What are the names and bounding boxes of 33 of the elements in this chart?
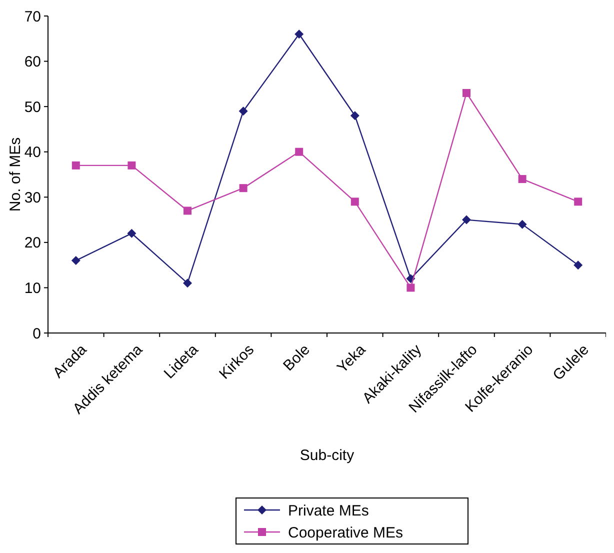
y-tick-label: 60	[24, 54, 41, 71]
point	[239, 184, 248, 192]
y-tick-label: 40	[24, 144, 41, 162]
point	[574, 198, 582, 206]
point	[462, 88, 470, 97]
y-axis-title: No. of MEs	[7, 137, 24, 212]
y-tick-label: 0	[32, 325, 41, 342]
point	[518, 175, 526, 184]
point	[574, 260, 583, 270]
point	[183, 278, 192, 288]
y-tick-label: 70	[24, 8, 41, 26]
point	[295, 148, 304, 156]
point	[72, 161, 80, 170]
y-tick-label: 30	[24, 189, 41, 206]
point	[127, 228, 136, 238]
legend-label: Cooperative MEs	[288, 524, 404, 542]
point	[294, 30, 304, 39]
legend-label: Private MEs	[288, 502, 369, 520]
point	[350, 111, 360, 120]
x-tick-label: Yeka	[334, 340, 370, 376]
point	[238, 106, 248, 116]
point	[406, 284, 415, 292]
point	[71, 256, 80, 266]
point	[184, 206, 192, 215]
y-tick-label: 20	[24, 234, 41, 252]
y-tick-label: 10	[24, 280, 41, 297]
point	[128, 161, 136, 170]
point	[462, 215, 471, 224]
x-tick-label: Bole	[280, 341, 314, 374]
y-tick-label: 50	[24, 98, 41, 116]
point	[350, 198, 359, 206]
x-axis-title: Sub-city	[300, 447, 355, 464]
point	[518, 220, 527, 229]
